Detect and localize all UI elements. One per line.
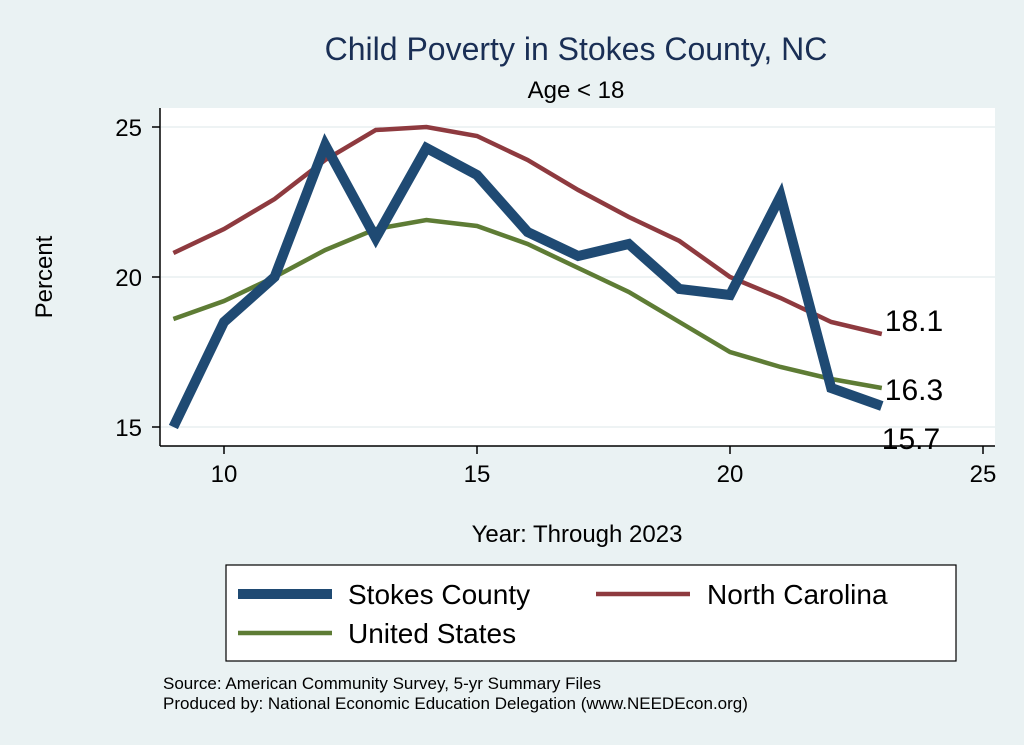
x-tick-label: 15 xyxy=(464,461,491,488)
producer-note: Produced by: National Economic Education… xyxy=(163,694,748,713)
series-line-stokes-county xyxy=(168,133,884,430)
end-label-united-states: 16.3 xyxy=(885,374,943,407)
y-tick-label: 20 xyxy=(115,265,142,292)
y-ticks: 15 20 25 xyxy=(115,115,160,442)
series-lines xyxy=(168,124,884,430)
end-label-stokes-county: 15.7 xyxy=(882,423,940,456)
y-axis-title: Percent xyxy=(31,235,58,318)
x-ticks: 10 15 20 25 xyxy=(211,446,997,488)
source-note: Source: American Community Survey, 5-yr … xyxy=(163,674,601,693)
legend-label: Stokes County xyxy=(348,579,530,610)
end-label-north-carolina: 18.1 xyxy=(885,305,943,338)
x-tick-label: 10 xyxy=(211,461,238,488)
legend-box xyxy=(225,564,957,662)
x-tick-label: 20 xyxy=(717,461,744,488)
x-tick-label: 25 xyxy=(970,461,997,488)
series-line-united-states xyxy=(172,217,883,391)
end-labels: 15.7 18.1 16.3 xyxy=(882,305,943,456)
legend-label: North Carolina xyxy=(707,579,888,610)
y-tick-label: 25 xyxy=(115,115,142,142)
y-tick-label: 15 xyxy=(115,415,142,442)
series-line-north-carolina xyxy=(172,124,883,337)
gridlines xyxy=(161,126,995,428)
legend-label: United States xyxy=(348,618,516,649)
x-axis-title: Year: Through 2023 xyxy=(472,521,683,548)
chart-subtitle: Age < 18 xyxy=(528,77,625,104)
chart-title: Child Poverty in Stokes County, NC xyxy=(325,31,828,67)
legend: Stokes County North Carolina United States xyxy=(238,579,888,649)
